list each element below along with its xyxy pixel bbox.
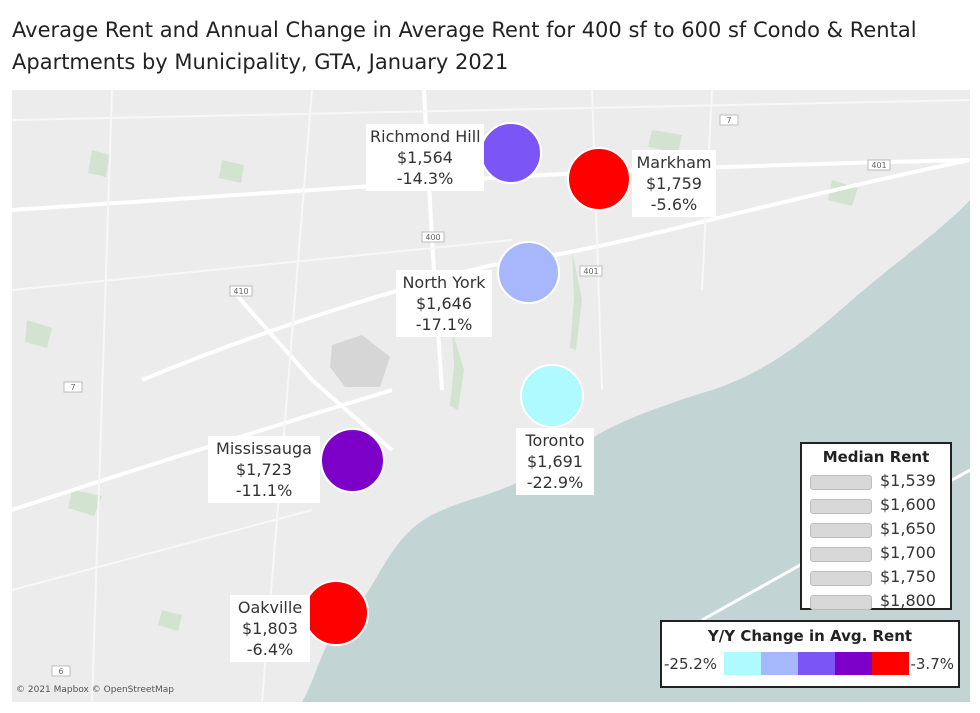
legend-title: Median Rent bbox=[822, 448, 930, 466]
legend-color-step bbox=[835, 652, 872, 675]
label-markham: Markham $1,759 -5.6% bbox=[632, 150, 716, 217]
shield-label: 401 bbox=[583, 267, 598, 276]
city-rent: $1,723 bbox=[236, 460, 292, 479]
label-mississauga: Mississauga $1,723 -11.1% bbox=[208, 436, 320, 503]
roads bbox=[12, 90, 970, 702]
highway-shield bbox=[51, 665, 71, 677]
legend-swatch bbox=[810, 499, 872, 514]
city-change: -22.9% bbox=[526, 473, 584, 492]
legend-color-step bbox=[798, 652, 835, 675]
legend-item: $1,800 bbox=[810, 590, 950, 612]
bubble-toronto[interactable] bbox=[520, 364, 584, 428]
legend-value: $1,750 bbox=[880, 567, 936, 586]
city-name: Toronto bbox=[525, 431, 585, 450]
city-rent: $1,691 bbox=[527, 452, 583, 471]
city-change: -5.6% bbox=[650, 195, 698, 214]
legend-value: $1,600 bbox=[880, 495, 936, 514]
legend-value: $1,700 bbox=[880, 543, 936, 562]
city-name: Oakville bbox=[237, 598, 303, 617]
highway-shield bbox=[719, 114, 739, 126]
city-change: -6.4% bbox=[246, 640, 294, 659]
label-richmond-hill: Richmond Hill $1,564 -14.3% bbox=[366, 124, 484, 191]
legend-color-step bbox=[761, 652, 798, 675]
legend-item: $1,750 bbox=[810, 566, 950, 588]
bubble-markham[interactable] bbox=[567, 147, 631, 211]
highway-shield bbox=[579, 265, 603, 277]
chart-title: Average Rent and Annual Change in Averag… bbox=[12, 18, 917, 74]
legend-title: Y/Y Change in Avg. Rent bbox=[707, 627, 913, 645]
legend-swatch bbox=[810, 547, 872, 562]
legend-value: $1,650 bbox=[880, 519, 936, 538]
city-rent: $1,646 bbox=[416, 294, 472, 313]
city-name: Markham bbox=[636, 153, 712, 172]
yy-change-legend: Y/Y Change in Avg. Rent -25.2% -3.7% bbox=[660, 620, 960, 688]
map-attribution[interactable]: © 2021 Mapbox © OpenStreetMap bbox=[16, 685, 174, 695]
parkland bbox=[25, 130, 858, 631]
legend-color-step bbox=[724, 652, 761, 675]
highway-shield bbox=[229, 285, 253, 297]
label-toronto: Toronto $1,691 -22.9% bbox=[516, 428, 594, 495]
city-name: Richmond Hill bbox=[370, 127, 481, 146]
city-change: -17.1% bbox=[415, 315, 473, 334]
city-change: -11.1% bbox=[235, 481, 293, 500]
city-rent: $1,564 bbox=[397, 148, 453, 167]
shield-label: 410 bbox=[233, 287, 248, 296]
airport bbox=[330, 335, 390, 387]
legend-swatch bbox=[810, 595, 872, 610]
city-name: North York bbox=[402, 273, 486, 292]
legend-item: $1,600 bbox=[810, 494, 950, 516]
median-rent-legend: Median Rent $1,539 $1,600 $1,650 $1,700 … bbox=[800, 442, 952, 610]
city-rent: $1,759 bbox=[646, 174, 702, 193]
city-change: -14.3% bbox=[396, 169, 454, 188]
bubble-north-york[interactable] bbox=[497, 241, 560, 304]
legend-value: $1,800 bbox=[880, 591, 936, 610]
shield-label: 400 bbox=[425, 233, 440, 242]
highway-shield bbox=[421, 231, 445, 243]
city-name: Mississauga bbox=[216, 439, 312, 458]
legend-swatch bbox=[810, 475, 872, 490]
bubble-oakville[interactable] bbox=[303, 580, 369, 646]
bubble-richmond-hill[interactable] bbox=[480, 122, 542, 184]
city-rent: $1,803 bbox=[242, 619, 298, 638]
legend-scale-max: -3.7% bbox=[910, 655, 954, 673]
legend-swatch bbox=[810, 523, 872, 538]
legend-color-step bbox=[872, 652, 909, 675]
highway-shield bbox=[63, 381, 83, 393]
legend-item: $1,539 bbox=[810, 470, 950, 492]
shield-label: 6 bbox=[58, 667, 63, 676]
label-north-york: North York $1,646 -17.1% bbox=[396, 270, 492, 337]
legend-swatch bbox=[810, 571, 872, 586]
highway-shield bbox=[867, 159, 891, 171]
legend-item: $1,700 bbox=[810, 542, 950, 564]
bubble-mississauga[interactable] bbox=[320, 428, 385, 493]
legend-item: $1,650 bbox=[810, 518, 950, 540]
legend-scale-min: -25.2% bbox=[664, 655, 718, 673]
legend-value: $1,539 bbox=[880, 471, 936, 490]
shield-label: 401 bbox=[871, 161, 886, 170]
label-oakville: Oakville $1,803 -6.4% bbox=[230, 595, 310, 662]
shield-label: 7 bbox=[70, 383, 75, 392]
shield-label: 7 bbox=[726, 116, 731, 125]
